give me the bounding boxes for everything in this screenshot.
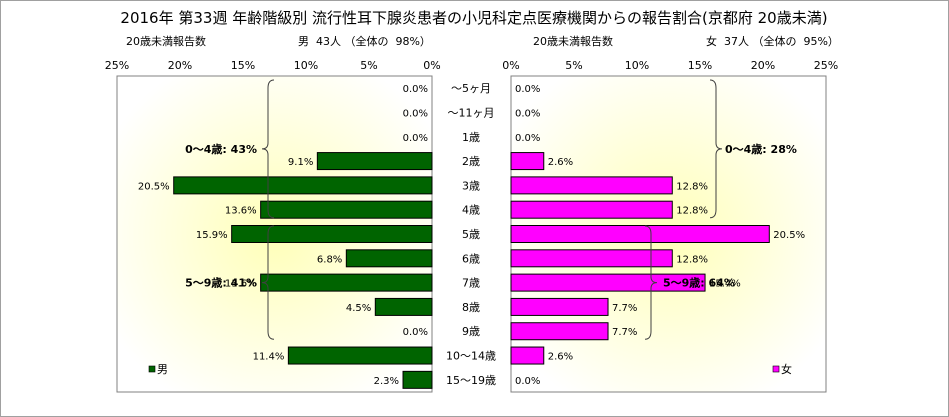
male-data-label: 4.5% bbox=[346, 303, 371, 314]
left-tick-label: 15% bbox=[231, 59, 255, 72]
category-label: 1歳 bbox=[462, 131, 480, 144]
female-5-9-bracket bbox=[644, 225, 658, 340]
female-data-label: 15.4% bbox=[709, 279, 741, 290]
female-bar bbox=[510, 346, 545, 365]
category-label: 10〜14歳 bbox=[446, 350, 496, 363]
category-label: 7歳 bbox=[462, 277, 480, 290]
female-bar bbox=[510, 273, 706, 292]
left-tick-label: 5% bbox=[360, 59, 377, 72]
male-0-4-group-label: 0〜4歳: 43% bbox=[185, 142, 257, 156]
left-summary: 男 43人 （全体の 98%） bbox=[298, 34, 431, 48]
female-data-label: 12.8% bbox=[676, 254, 708, 265]
right-x-axis-ticks: 0% 5% 10% 15% 20% 25% bbox=[502, 59, 838, 72]
category-label: 2歳 bbox=[462, 155, 480, 168]
right-summary: 女 37人 （全体の 95%） bbox=[706, 34, 839, 48]
right-tick-label: 5% bbox=[565, 59, 582, 72]
left-x-axis-ticks: 25% 20% 15% 10% 5% 0% bbox=[105, 59, 441, 72]
male-bar bbox=[402, 370, 433, 389]
male-data-label: 0.0% bbox=[403, 133, 428, 144]
male-5-9-bracket bbox=[261, 225, 275, 340]
category-label: 4歳 bbox=[462, 204, 480, 217]
category-label: 8歳 bbox=[462, 301, 480, 314]
female-bar bbox=[510, 297, 609, 316]
legend-male-label: 男 bbox=[157, 363, 168, 376]
right-tick-label: 20% bbox=[751, 59, 775, 72]
male-bar bbox=[316, 152, 433, 171]
male-5-9-group-label: 5〜9歳: 41% bbox=[185, 276, 257, 290]
legend-female-swatch bbox=[772, 365, 780, 373]
female-5-9-group-label: 5〜9歳: 64% bbox=[663, 276, 735, 290]
male-bar bbox=[260, 273, 433, 292]
left-tick-label: 20% bbox=[168, 59, 192, 72]
male-data-label: 13.6% bbox=[225, 206, 257, 217]
bars-layer: 0.0% 0.0% 0.0% 0.0% 0.0% 0.0% 9.1% 2.6% 20.5% 12.… bbox=[138, 84, 805, 389]
male-0-4-bracket bbox=[261, 79, 275, 219]
category-label: 〜11ヶ月 bbox=[448, 106, 495, 119]
female-data-label: 2.6% bbox=[548, 352, 573, 363]
female-bar bbox=[510, 322, 609, 341]
right-tick-label: 10% bbox=[625, 59, 649, 72]
male-data-label: 11.4% bbox=[253, 352, 285, 363]
left-axis-title: 20歳未満報告数 bbox=[126, 35, 206, 48]
female-bar bbox=[510, 176, 673, 195]
male-bar bbox=[260, 200, 433, 219]
male-data-label: 6.8% bbox=[317, 254, 342, 265]
female-data-label: 0.0% bbox=[515, 108, 540, 119]
category-label: 9歳 bbox=[462, 325, 480, 338]
male-bar bbox=[287, 346, 433, 365]
category-labels: 〜5ヶ月〜11ヶ月 1歳 2歳 3歳 4歳 5歳 6歳 7歳 8歳 9歳 10〜14歳 15〜19歳 bbox=[446, 82, 496, 387]
male-data-label: 9.1% bbox=[288, 157, 313, 168]
category-label: 15〜19歳 bbox=[446, 374, 496, 387]
legend-female-label: 女 bbox=[781, 362, 792, 376]
male-bar bbox=[345, 249, 433, 268]
female-data-label: 20.5% bbox=[773, 230, 805, 241]
left-tick-label: 0% bbox=[423, 59, 440, 72]
chart-title: 2016年 第33週 年齢階級別 流行性耳下腺炎患者の小児科定点医療機関からの報… bbox=[120, 9, 827, 27]
right-tick-label: 0% bbox=[502, 59, 519, 72]
legend-male-swatch bbox=[148, 365, 156, 373]
category-label: 〜5ヶ月 bbox=[451, 82, 491, 95]
male-data-label: 15.9% bbox=[196, 230, 228, 241]
female-data-label: 12.8% bbox=[676, 181, 708, 192]
female-bar bbox=[510, 200, 673, 219]
male-data-label: 13.6% bbox=[225, 279, 257, 290]
female-data-label: 7.7% bbox=[612, 303, 637, 314]
male-bar bbox=[231, 225, 433, 243]
female-data-label: 0.0% bbox=[515, 133, 540, 144]
left-tick-label: 10% bbox=[294, 59, 318, 72]
group-brackets: 0〜4歳: 43% 5〜9歳: 41% 0〜4歳: 28% 5〜9歳: 64% bbox=[185, 79, 797, 340]
female-bar bbox=[510, 152, 545, 171]
category-label: 5歳 bbox=[462, 228, 480, 241]
right-tick-label: 25% bbox=[814, 59, 838, 72]
female-data-label: 12.8% bbox=[676, 206, 708, 217]
male-data-label: 2.3% bbox=[374, 376, 399, 387]
female-data-label: 0.0% bbox=[515, 84, 540, 95]
left-tick-label: 25% bbox=[105, 59, 129, 72]
male-data-label: 0.0% bbox=[403, 108, 428, 119]
category-label: 3歳 bbox=[462, 179, 480, 192]
right-tick-label: 15% bbox=[688, 59, 712, 72]
female-bar bbox=[510, 249, 673, 268]
category-label: 6歳 bbox=[462, 252, 480, 265]
female-0-4-bracket bbox=[709, 79, 723, 219]
female-0-4-group-label: 0〜4歳: 28% bbox=[725, 142, 797, 156]
male-data-label: 0.0% bbox=[403, 84, 428, 95]
female-bar bbox=[510, 225, 770, 243]
male-bar bbox=[374, 297, 433, 316]
right-axis-title: 20歳未満報告数 bbox=[533, 35, 613, 48]
female-data-label: 0.0% bbox=[515, 376, 540, 387]
male-bar bbox=[173, 176, 433, 195]
male-data-label: 0.0% bbox=[403, 327, 428, 338]
female-data-label: 2.6% bbox=[548, 157, 573, 168]
female-data-label: 7.7% bbox=[612, 327, 637, 338]
male-data-label: 20.5% bbox=[138, 181, 170, 192]
